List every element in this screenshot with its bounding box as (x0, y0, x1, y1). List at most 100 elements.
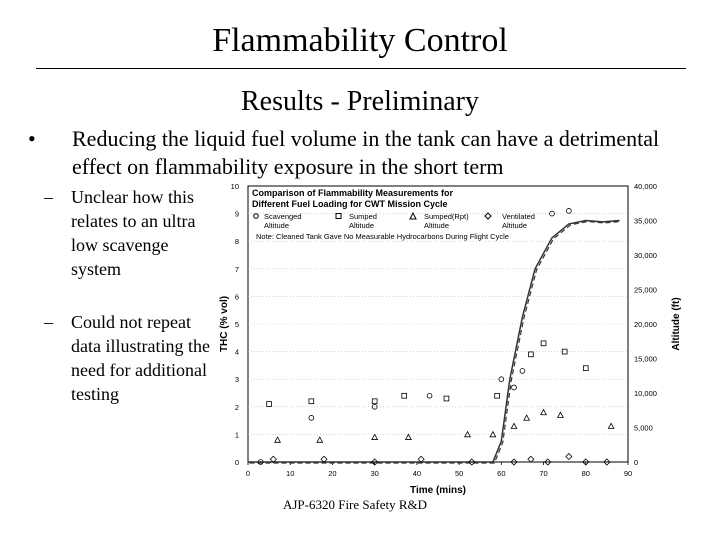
y2-axis-label: Altitude (ft) (671, 297, 682, 350)
point-sumped (494, 392, 500, 399)
y2-tick-label: 35,000 (634, 217, 657, 226)
point-ventilated (468, 458, 476, 466)
altitude-line-dashed (249, 220, 622, 464)
x-tick-label: 30 (370, 469, 378, 478)
point-scavenged (308, 415, 315, 421)
y-tick-label: 5 (235, 320, 239, 329)
y2-tick-label: 0 (634, 458, 638, 467)
sub-bullet-1-text: Unclear how this relates to an ultra low… (71, 187, 196, 279)
y2-tick-label: 25,000 (634, 286, 657, 295)
legend-marker-ventilated (484, 212, 492, 220)
point-ventilated (320, 455, 328, 463)
legend-alt-sumped-rpt: Altitude (424, 221, 449, 230)
y2-tick-label: 5,000 (634, 424, 653, 433)
x-tick-label: 10 (286, 469, 294, 478)
x-tick-label: 60 (497, 469, 505, 478)
point-sumped-rpt (607, 422, 615, 429)
x-tick-label: 20 (328, 469, 336, 478)
point-sumped (266, 401, 272, 407)
point-ventilated (544, 458, 552, 466)
point-scavenged (566, 208, 572, 214)
point-scavenged (519, 368, 526, 374)
x-axis-label: Time (mins) (410, 485, 466, 496)
point-sumped-rpt (523, 414, 531, 421)
point-sumped-rpt (464, 430, 472, 438)
x-tick-label: 90 (624, 469, 632, 478)
point-sumped-rpt (489, 430, 497, 438)
x-tick-label: 0 (246, 469, 250, 478)
x-tick-label: 40 (413, 469, 421, 478)
legend-alt-sumped: Altitude (349, 221, 374, 230)
x-tick-label: 70 (539, 469, 547, 478)
y-tick-label: 6 (235, 292, 239, 301)
y2-tick-label: 40,000 (634, 182, 657, 191)
legend-label-sumped: Sumped (349, 212, 377, 221)
chart-title-line-1: Comparison of Flammability Measurements … (252, 188, 454, 198)
altitude-line (248, 219, 620, 463)
y-tick-label: 4 (235, 348, 239, 357)
legend-label-scavenged: Scavenged (264, 212, 302, 221)
point-sumped (308, 398, 315, 405)
bullet-main-text: Reducing the liquid fuel volume in the t… (72, 126, 660, 179)
footer-text: AJP-6320 Fire Safety R&D (282, 497, 428, 512)
point-ventilated (269, 455, 277, 463)
legend-marker-scavenged (253, 213, 259, 219)
point-ventilated (582, 458, 590, 466)
legend-marker-sumped (335, 213, 342, 219)
y-axis-label: THC (% vol) (219, 296, 230, 352)
point-ventilated (565, 452, 573, 461)
dash-icon: – (44, 187, 53, 207)
y2-tick-label: 10,000 (634, 389, 657, 398)
point-sumped (540, 340, 547, 347)
y-tick-label: 1 (235, 430, 239, 439)
point-sumped-rpt (371, 433, 379, 440)
legend-label-sumped-rpt: Sumped(Rpt) (424, 212, 469, 221)
flammability-chart: 0 1 2 3 4 5 6 7 8 9 10 0 5,000 10,000 15,000 20,000 25,… (219, 182, 682, 496)
y2-tick-label: 15,000 (634, 355, 657, 364)
gridlines (248, 213, 628, 435)
point-scavenged (371, 403, 378, 410)
point-sumped (443, 395, 450, 402)
legend-marker-sumped-rpt (409, 211, 417, 220)
point-ventilated (527, 455, 535, 463)
y-tick-label: 7 (235, 265, 239, 274)
point-sumped-rpt (540, 408, 548, 416)
point-sumped-rpt (404, 433, 412, 440)
y2-axis-ticks: 0 5,000 10,000 15,000 20,000 25,000 30,000 35,0… (634, 182, 657, 467)
sub-bullet-2-text: Could not repeat data illustrating the n… (71, 312, 210, 404)
chart-title-line-2: Different Fuel Loading for CWT Mission C… (252, 199, 448, 209)
slide-subtitle: Results - Preliminary (241, 86, 479, 117)
y-tick-label: 3 (235, 375, 239, 384)
point-sumped (561, 348, 568, 355)
point-scavenged (498, 376, 505, 383)
slide-title: Flammability Control (212, 22, 508, 59)
point-scavenged (426, 392, 433, 399)
point-sumped (401, 392, 408, 399)
title-divider (36, 68, 686, 69)
point-sumped-rpt (510, 422, 518, 429)
legend-alt-ventilated: Altitude (502, 221, 527, 230)
point-scavenged (257, 459, 264, 465)
y-tick-label: 9 (235, 210, 239, 219)
y2-tick-label: 20,000 (634, 320, 657, 329)
point-sumped-rpt (274, 436, 282, 443)
point-sumped (528, 351, 534, 358)
legend: Scavenged Altitude Sumped Altitude Sumpe… (253, 211, 535, 241)
point-ventilated (371, 458, 379, 466)
point-ventilated (603, 458, 611, 466)
point-ventilated (417, 455, 425, 463)
point-sumped-rpt (556, 411, 564, 418)
y2-tick-label: 30,000 (634, 251, 657, 260)
chart-note: Note: Cleaned Tank Gave No Measurable Hy… (256, 232, 509, 241)
x-axis-ticks: 0 10 20 30 40 50 60 70 80 90 (246, 462, 632, 478)
legend-label-ventilated: Ventilated (502, 212, 535, 221)
point-ventilated (510, 458, 518, 466)
y-axis-ticks: 0 1 2 3 4 5 6 7 8 9 10 (231, 182, 239, 467)
legend-alt-scavenged: Altitude (264, 221, 289, 230)
point-scavenged (549, 210, 555, 217)
y-tick-label: 2 (235, 403, 239, 412)
x-tick-label: 80 (582, 469, 590, 478)
dash-icon: – (44, 312, 53, 332)
y-tick-label: 0 (235, 458, 239, 467)
y-tick-label: 10 (231, 182, 239, 191)
